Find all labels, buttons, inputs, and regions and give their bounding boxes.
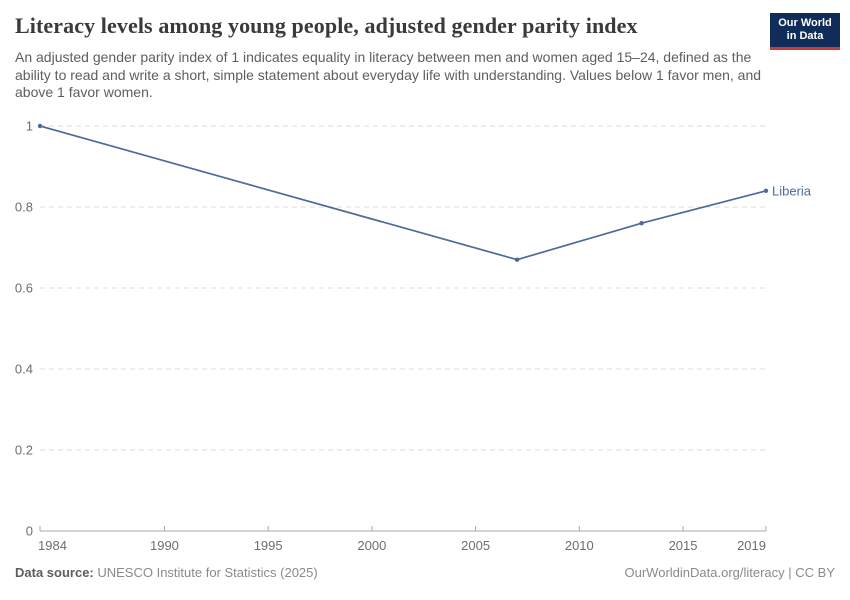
y-tick-label: 1 [26, 119, 33, 134]
x-tick-label: 2010 [565, 538, 594, 553]
y-tick-label: 0.4 [15, 362, 33, 377]
y-tick-label: 0.2 [15, 443, 33, 458]
chart-subtitle: An adjusted gender parity index of 1 ind… [15, 49, 762, 100]
data-point-marker [514, 257, 520, 262]
x-tick-label: 1995 [254, 538, 283, 553]
y-tick-label: 0.6 [15, 281, 33, 296]
series-line [39, 125, 767, 261]
page-title: Literacy levels among young people, adju… [15, 13, 638, 38]
data-point-marker [763, 188, 769, 193]
series-label[interactable]: Liberia [772, 183, 812, 198]
x-tick-label: 1990 [150, 538, 179, 553]
x-tick-label: 2005 [461, 538, 490, 553]
owid-logo-line2: in Data [786, 30, 824, 42]
footer-credit-link[interactable]: OurWorldinData.org/literacy | CC BY [624, 565, 835, 580]
data-source-note: Data source: UNESCO Institute for Statis… [15, 565, 318, 580]
y-tick-label: 0.8 [15, 200, 33, 215]
owid-logo-line1: Our World [778, 17, 832, 29]
x-tick-label: 2015 [669, 538, 698, 553]
data-source-label: Data source: [15, 565, 94, 580]
data-point-marker [37, 123, 43, 129]
x-tick-label: 1984 [38, 538, 67, 553]
y-tick-label: 0 [26, 524, 33, 539]
x-tick-label: 2019 [737, 538, 766, 553]
data-source-value: UNESCO Institute for Statistics (2025) [93, 565, 318, 580]
data-point-marker [639, 221, 644, 226]
x-tick-label: 2000 [357, 538, 386, 553]
owid-logo[interactable]: Our World in Data [770, 13, 840, 50]
